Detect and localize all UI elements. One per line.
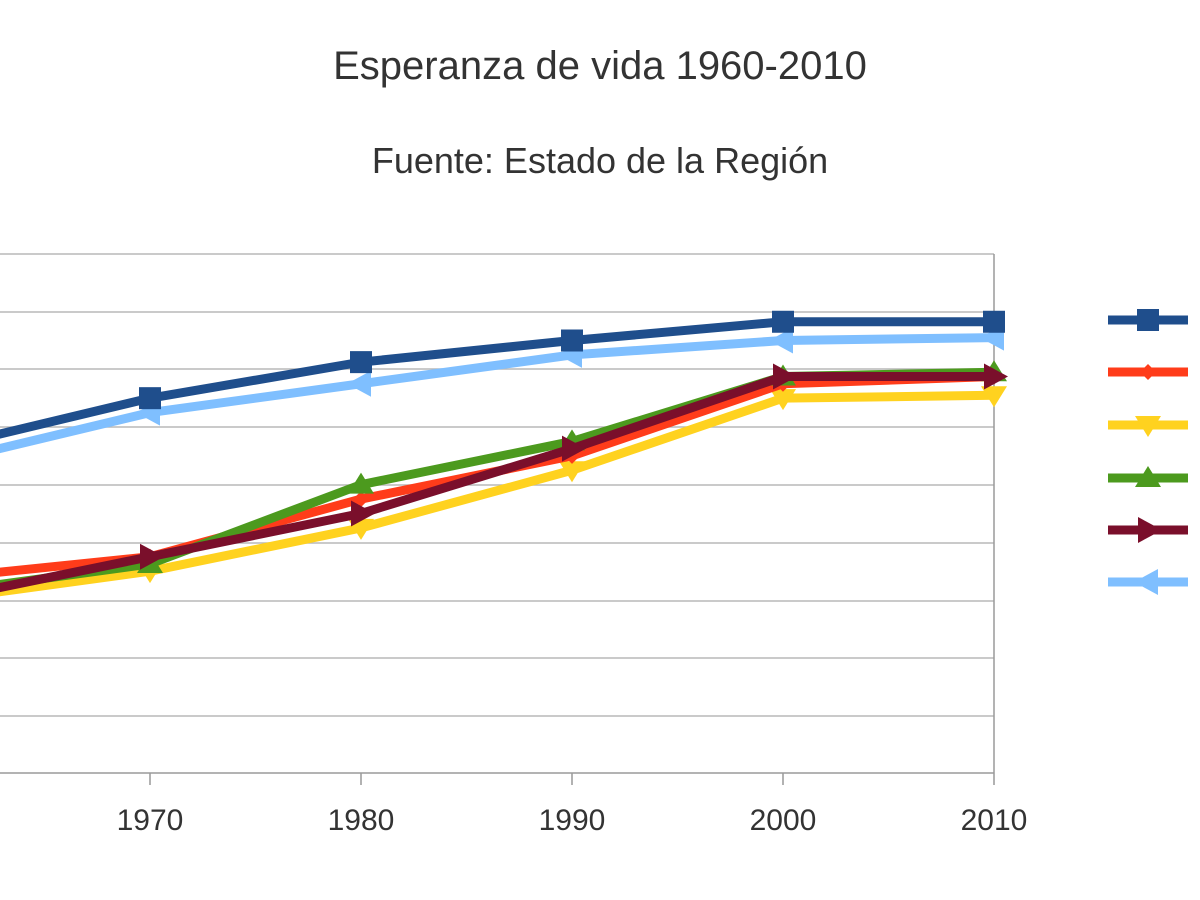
data-point <box>772 310 794 333</box>
data-point <box>981 386 1007 408</box>
x-tick-label: 1980 <box>328 804 395 837</box>
x-tick-label: 2010 <box>961 804 1028 837</box>
x-tick-label: 2000 <box>750 804 817 837</box>
legend-item-6 <box>1108 569 1188 595</box>
data-point <box>1135 416 1161 437</box>
data-point <box>1138 517 1162 543</box>
data-point <box>350 351 372 374</box>
series-line-6 <box>0 324 1004 454</box>
series-path <box>0 372 994 593</box>
data-point <box>770 389 796 411</box>
chart-title: Esperanza de vida 1960-2010 <box>333 44 867 88</box>
legend-item-1 <box>1108 309 1188 331</box>
series-path <box>0 390 995 597</box>
data-point <box>140 543 164 570</box>
grid <box>0 253 995 785</box>
x-axis-ticks: 1970 1980 1990 2000 2010 <box>117 804 1028 837</box>
legend-item-3 <box>1108 416 1188 437</box>
data-point <box>561 329 583 352</box>
series-group <box>0 310 1008 597</box>
legend-item-5 <box>1108 517 1188 543</box>
legend-item-2 <box>1108 364 1188 380</box>
data-point <box>1135 466 1161 487</box>
chart-subtitle: Fuente: Estado de la Región <box>371 140 829 181</box>
data-point <box>983 310 1005 333</box>
axes <box>0 254 995 774</box>
data-point <box>773 363 797 390</box>
data-point <box>769 327 793 354</box>
data-point <box>559 461 585 483</box>
data-point <box>348 472 374 494</box>
series-line-5 <box>0 363 1008 593</box>
legend-item-4 <box>1108 466 1188 487</box>
data-point <box>139 387 161 410</box>
series-path <box>0 317 994 439</box>
data-point <box>351 500 375 527</box>
x-tick-label: 1990 <box>539 804 606 837</box>
series-line-1 <box>0 310 1005 439</box>
data-point <box>1134 569 1158 595</box>
data-point <box>1137 309 1159 331</box>
x-tick-label: 1970 <box>117 804 184 837</box>
data-point <box>353 491 369 508</box>
data-point <box>984 363 1008 390</box>
data-point <box>347 370 371 397</box>
data-point <box>1140 364 1156 380</box>
legend <box>1108 309 1188 595</box>
series-path <box>0 333 995 454</box>
data-point <box>562 435 586 462</box>
